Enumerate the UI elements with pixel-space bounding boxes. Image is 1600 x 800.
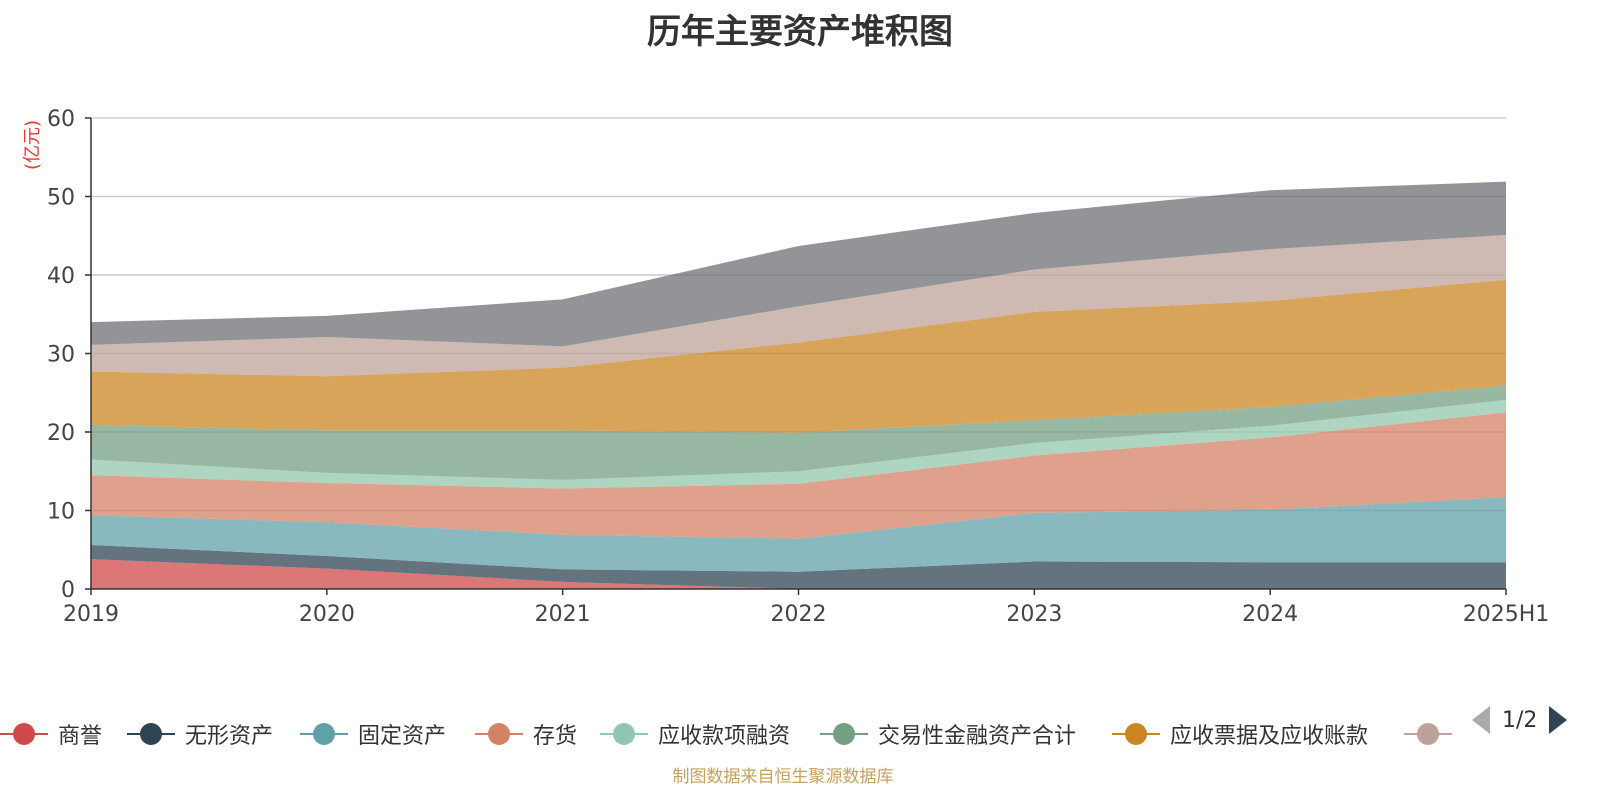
legend-item-1[interactable]: 商誉 xyxy=(0,714,102,754)
y-tick-label: 0 xyxy=(61,578,75,603)
legend-label: 交易性金融资产合计 xyxy=(878,724,1077,749)
data-source-note: 制图数据来自恒生聚源数据库 xyxy=(672,767,894,787)
legend: 商誉 无形资产 固定资产 存货 应收款项融资 交易性金融资产合计 应收票据及应收账款 xyxy=(0,714,1600,754)
area-series-3[interactable] xyxy=(91,497,1506,572)
legend-item-2[interactable]: 无形资产 xyxy=(127,714,273,754)
legend-marker-icon xyxy=(600,721,648,747)
x-tick-label: 2023 xyxy=(1006,602,1062,627)
y-tick-label: 50 xyxy=(47,186,75,211)
area-series-2[interactable] xyxy=(91,545,1506,589)
legend-label: 应收款项融资 xyxy=(658,724,791,749)
legend-marker-icon xyxy=(0,721,48,747)
legend-item-4[interactable]: 存货 xyxy=(475,714,577,754)
legend-label: 固定资产 xyxy=(358,724,447,749)
legend-marker-icon xyxy=(475,721,523,747)
legend-item-3[interactable]: 固定资产 xyxy=(300,714,446,754)
area-series-5[interactable] xyxy=(91,399,1506,489)
area-series-4[interactable] xyxy=(91,412,1506,539)
legend-label: 商誉 xyxy=(58,724,103,749)
y-tick-label: 40 xyxy=(47,264,75,289)
legend-label: 无形资产 xyxy=(185,724,274,749)
y-tick-label: 60 xyxy=(47,107,75,132)
area-series-7[interactable] xyxy=(91,279,1506,433)
axes: 0 10 20 30 40 50 60 2019 2020 2021 2022 2023 2024 202… xyxy=(47,107,1549,627)
legend-marker-icon xyxy=(1112,721,1160,747)
x-tick-label: 2020 xyxy=(299,602,355,627)
chart-title: 历年主要资产堆积图 xyxy=(647,12,953,52)
y-axis-unit-label: (亿元) xyxy=(22,120,43,170)
legend-next-page-icon[interactable] xyxy=(1549,706,1568,734)
y-tick-label: 30 xyxy=(47,343,75,368)
legend-item-6[interactable]: 交易性金融资产合计 xyxy=(820,714,1076,754)
legend-marker-icon xyxy=(820,721,868,747)
y-tick-label: 20 xyxy=(47,421,75,446)
area-series-9[interactable] xyxy=(91,181,1506,347)
stacked-area-chart: 0 10 20 30 40 50 60 2019 2020 2021 2022 2023 2024 202… xyxy=(22,107,1549,627)
area-series-1[interactable] xyxy=(91,559,1506,589)
x-tick-label: 2025H1 xyxy=(1463,602,1550,627)
legend-marker-icon xyxy=(1404,721,1452,747)
legend-item-8[interactable] xyxy=(1404,714,1462,754)
x-tick-label: 2021 xyxy=(535,602,591,627)
x-tick-label: 2022 xyxy=(771,602,827,627)
x-tick-label: 2024 xyxy=(1242,602,1298,627)
y-tick-label: 10 xyxy=(47,500,75,525)
area-series-8[interactable] xyxy=(91,234,1506,377)
legend-page-indicator: 1/2 xyxy=(1502,707,1538,733)
legend-prev-page-icon[interactable] xyxy=(1472,706,1490,734)
x-tick-label: 2019 xyxy=(63,602,119,627)
legend-marker-icon xyxy=(300,721,348,747)
legend-label: 应收票据及应收账款 xyxy=(1170,724,1369,749)
legend-item-7[interactable]: 应收票据及应收账款 xyxy=(1112,714,1368,754)
legend-marker-icon xyxy=(127,721,175,747)
legend-pager: 1/2 xyxy=(1472,706,1568,734)
legend-item-5[interactable]: 应收款项融资 xyxy=(600,714,790,754)
legend-label: 存货 xyxy=(533,724,578,749)
area-series-layer xyxy=(91,181,1506,589)
